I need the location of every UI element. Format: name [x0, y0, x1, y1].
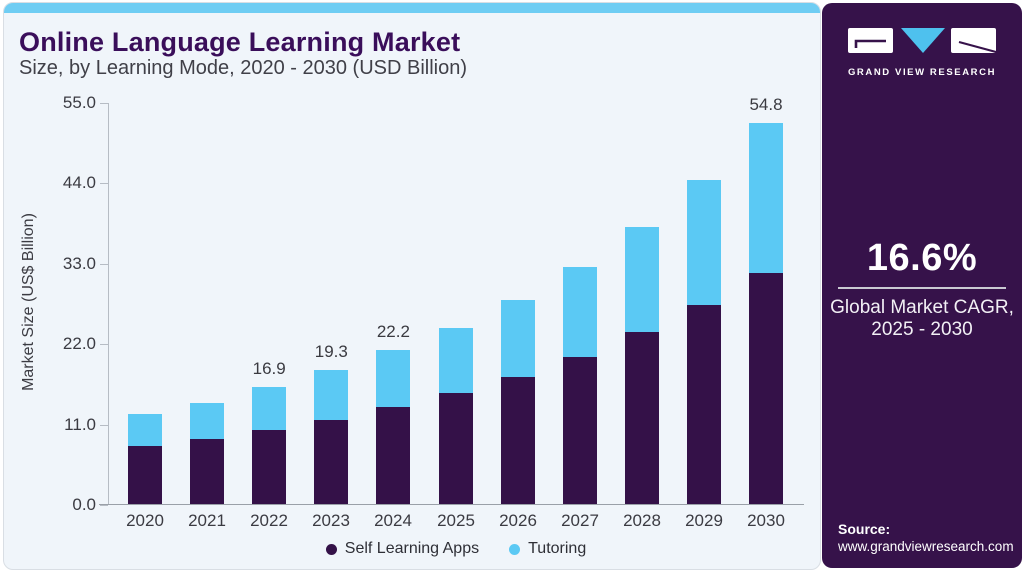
y-axis-tick-label: 11.0	[64, 415, 96, 434]
bar-2020	[128, 414, 162, 504]
y-axis-tick	[100, 183, 108, 184]
y-axis-tick-label: 44.0	[62, 173, 96, 192]
bar-total-label-2023: 19.3	[314, 342, 348, 361]
bar-total-label-2022: 16.9	[252, 359, 286, 378]
bar-segment-self-learning-2022	[252, 430, 286, 504]
bar-2025	[439, 328, 473, 504]
bar-2029	[687, 180, 721, 504]
bar-segment-self-learning-2029	[687, 305, 721, 504]
bar-2022	[252, 387, 286, 504]
y-axis-line	[108, 103, 109, 505]
bar-2027	[563, 267, 597, 504]
x-axis-label-2020: 2020	[126, 511, 164, 530]
bar-2026	[501, 300, 535, 504]
source-label: Source:	[838, 521, 891, 537]
x-axis-label-2021: 2021	[188, 511, 226, 530]
legend-item-self-learning-apps: Self Learning Apps	[325, 540, 480, 558]
y-axis-tick	[100, 264, 108, 265]
bar-2028	[625, 227, 659, 504]
bar-segment-self-learning-2027	[563, 357, 597, 504]
bar-2024	[376, 350, 410, 504]
card-top-accent-bar	[4, 3, 820, 13]
legend-label: Self Learning Apps	[344, 540, 480, 557]
x-axis-label-2022: 2022	[250, 511, 288, 530]
page-subtitle: Size, by Learning Mode, 2020 - 2030 (USD…	[19, 57, 468, 79]
source-block: Source: www.grandviewresearch.com	[838, 521, 1014, 554]
x-axis-label-2028: 2028	[623, 511, 661, 530]
gvr-logo: GRAND VIEW RESEARCH	[822, 27, 1022, 78]
bar-2021	[190, 403, 224, 504]
y-axis-tick-label: 55.0	[62, 93, 96, 112]
cagr-block: 16.6% Global Market CAGR, 2025 - 2030	[822, 237, 1022, 341]
legend-swatch-icon	[509, 543, 521, 555]
bar-2030	[749, 123, 783, 504]
brand-sidebar: GRAND VIEW RESEARCH 16.6% Global Market …	[822, 3, 1022, 568]
x-axis-line	[99, 504, 804, 505]
cagr-label-line2: 2025 - 2030	[871, 318, 973, 340]
cagr-label: Global Market CAGR, 2025 - 2030	[822, 297, 1022, 341]
chart-card: Online Language Learning Market Size, by…	[3, 2, 821, 570]
x-axis-label-2027: 2027	[561, 511, 599, 530]
bar-segment-self-learning-2021	[190, 439, 224, 504]
y-axis-title: Market Size (US$ Billion)	[20, 213, 37, 391]
bar-chart-plot: 0.0 11.0 22.0 33.0 44.0 55.0 2020 2021 16.9 2022 1…	[63, 93, 804, 530]
brand-name: GRAND VIEW RESEARCH	[847, 67, 997, 78]
bar-segment-self-learning-2025	[439, 393, 473, 504]
legend-swatch-icon	[325, 543, 337, 555]
y-axis-tick-label: 0.0	[72, 495, 96, 514]
gvr-logo-icon	[848, 28, 997, 54]
bar-total-label-2030: 54.8	[749, 95, 783, 114]
cagr-value: 16.6%	[866, 237, 978, 279]
y-axis-tick-label: 33.0	[62, 254, 96, 273]
x-axis-label-2030: 2030	[747, 511, 785, 530]
x-axis-label-2026: 2026	[499, 511, 537, 530]
y-axis-tick	[100, 425, 108, 426]
y-axis-tick-label: 22.0	[62, 334, 96, 353]
bar-segment-self-learning-2024	[376, 407, 410, 504]
bar-segment-self-learning-2030	[749, 273, 783, 504]
chart-legend: Self Learning Apps Tutoring	[108, 540, 804, 558]
page-title: Online Language Learning Market	[19, 27, 461, 57]
y-axis-tick	[100, 344, 108, 345]
bar-total-label-2024: 22.2	[376, 322, 410, 341]
cagr-label-line1: Global Market CAGR,	[830, 297, 1014, 318]
bar-2023	[314, 370, 348, 504]
legend-item-tutoring: Tutoring	[509, 540, 586, 558]
source-url: www.grandviewresearch.com	[838, 539, 1014, 554]
cagr-divider	[838, 287, 1006, 289]
x-axis-label-2029: 2029	[685, 511, 723, 530]
bar-segment-self-learning-2028	[625, 332, 659, 504]
legend-label: Tutoring	[528, 540, 587, 557]
y-axis-tick	[100, 103, 108, 104]
bar-segment-self-learning-2023	[314, 420, 348, 504]
x-axis-label-2025: 2025	[437, 511, 475, 530]
bar-segment-self-learning-2020	[128, 446, 162, 504]
x-axis-label-2023: 2023	[312, 511, 350, 530]
y-axis-tick	[100, 505, 108, 506]
x-axis-label-2024: 2024	[374, 511, 412, 530]
bar-segment-self-learning-2026	[501, 377, 535, 504]
